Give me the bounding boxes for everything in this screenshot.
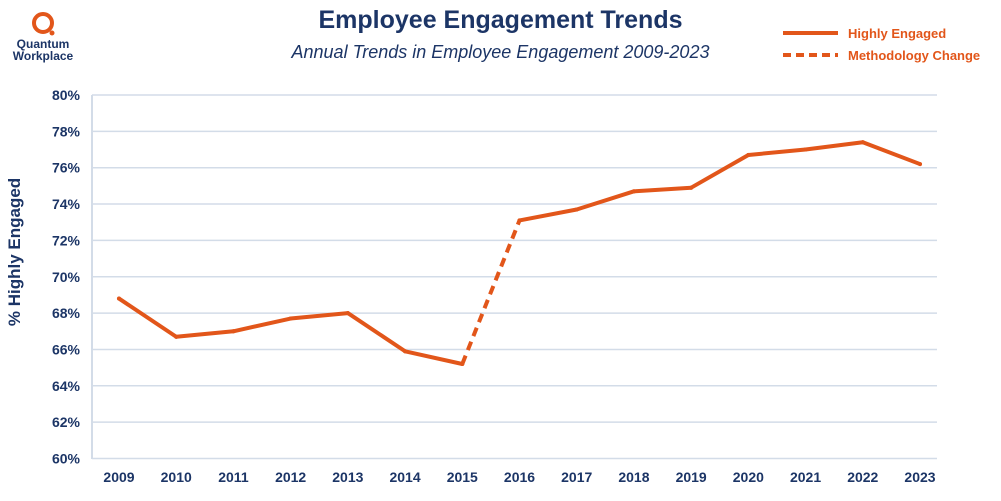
line-segment bbox=[517, 207, 579, 223]
data-point-2010 bbox=[174, 334, 179, 339]
y-tick-label: 64% bbox=[52, 378, 81, 394]
line-segment bbox=[574, 189, 636, 212]
chart-title: Employee Engagement Trends bbox=[318, 6, 683, 34]
line-segment bbox=[174, 329, 236, 339]
x-tick-label: 2012 bbox=[275, 469, 306, 485]
data-point-2017 bbox=[574, 207, 579, 212]
x-tick-label: 2022 bbox=[847, 469, 878, 485]
data-point-2022 bbox=[860, 140, 865, 145]
x-tick-label: 2010 bbox=[161, 469, 192, 485]
x-tick-label: 2020 bbox=[733, 469, 764, 485]
data-point-2012 bbox=[288, 316, 293, 321]
data-point-2016 bbox=[517, 218, 522, 223]
logo-ring-icon bbox=[32, 12, 55, 36]
legend-methodology-change: Methodology Change bbox=[848, 48, 980, 63]
data-point-2015 bbox=[460, 361, 465, 366]
x-tick-label: 2021 bbox=[790, 469, 821, 485]
methodology-change-segment bbox=[460, 219, 522, 365]
chart-subtitle: Annual Trends in Employee Engagement 200… bbox=[291, 42, 710, 62]
data-point-2023 bbox=[918, 162, 922, 167]
y-tick-label: 60% bbox=[52, 451, 81, 467]
x-tick-label: 2015 bbox=[447, 469, 478, 485]
logo-line2: Workplace bbox=[12, 49, 74, 63]
data-point-2018 bbox=[631, 189, 636, 194]
legend-highly-engaged: Highly Engaged bbox=[848, 26, 946, 41]
line-segment bbox=[117, 296, 179, 339]
x-tick-label: 2017 bbox=[561, 469, 592, 485]
x-tick-label: 2014 bbox=[389, 469, 420, 485]
x-tick-label: 2011 bbox=[218, 469, 249, 485]
line-segment bbox=[803, 140, 865, 152]
y-tick-label: 66% bbox=[52, 341, 81, 357]
x-tick-label: 2023 bbox=[904, 469, 935, 485]
line-segment bbox=[631, 185, 694, 194]
line-segment bbox=[403, 349, 465, 366]
data-point-2014 bbox=[403, 349, 408, 354]
line-segment bbox=[689, 152, 751, 190]
line-segment bbox=[860, 140, 922, 167]
line-segment bbox=[231, 316, 293, 334]
line-segment bbox=[746, 147, 808, 157]
x-tick-label: 2016 bbox=[504, 469, 535, 485]
data-point-2011 bbox=[231, 329, 236, 334]
data-point-2020 bbox=[746, 152, 751, 157]
x-tick-label: 2019 bbox=[676, 469, 707, 485]
data-point-2021 bbox=[803, 147, 808, 152]
logo-line1: Quantum bbox=[16, 37, 70, 51]
line-segment bbox=[288, 311, 350, 321]
y-tick-label: 62% bbox=[52, 414, 81, 430]
y-axis-label: % Highly Engaged bbox=[5, 178, 24, 326]
x-tick-label: 2009 bbox=[103, 469, 134, 485]
quantum-workplace-logo: Quantum Workplace bbox=[8, 8, 78, 62]
data-point-2013 bbox=[345, 311, 350, 316]
y-tick-label: 76% bbox=[52, 160, 81, 176]
y-tick-label: 68% bbox=[52, 305, 81, 321]
y-tick-label: 72% bbox=[52, 232, 81, 248]
x-tick-label: 2013 bbox=[332, 469, 363, 485]
legend: Highly Engaged Methodology Change bbox=[783, 26, 980, 63]
data-point-2009 bbox=[117, 296, 121, 301]
data-point-2019 bbox=[689, 185, 694, 190]
line-segment bbox=[345, 311, 408, 354]
x-tick-label: 2018 bbox=[618, 469, 649, 485]
y-tick-label: 74% bbox=[52, 196, 81, 212]
y-tick-label: 78% bbox=[52, 123, 81, 139]
y-tick-label: 70% bbox=[52, 269, 81, 285]
y-tick-label: 80% bbox=[52, 87, 81, 103]
